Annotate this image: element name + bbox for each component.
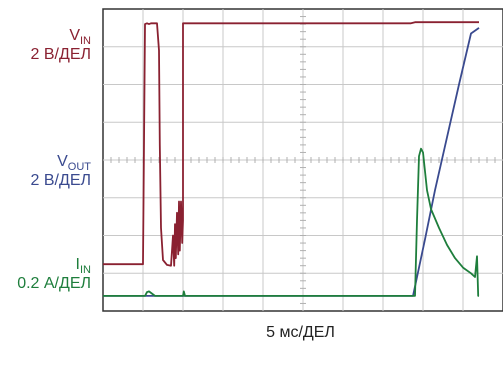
vout-label-sub: OUT bbox=[67, 161, 91, 173]
x-axis-label: 5 мс/ДЕЛ bbox=[266, 324, 335, 341]
iin-label: IIN 0.2 А/ДЕЛ bbox=[17, 255, 91, 293]
trace-iin bbox=[103, 147, 480, 297]
vin-label-main: V bbox=[69, 27, 80, 44]
vout-scale: 2 В/ДЕЛ bbox=[30, 172, 91, 189]
vout-label: VOUT 2 В/ДЕЛ bbox=[31, 152, 91, 190]
iin-label-sub: IN bbox=[80, 264, 91, 276]
trace-vin bbox=[103, 21, 479, 267]
iin-label-main: I bbox=[75, 256, 80, 273]
vin-label: VIN 2 В/ДЕЛ bbox=[31, 26, 91, 64]
iin-scale: 0.2 А/ДЕЛ bbox=[17, 275, 91, 292]
vin-scale: 2 В/ДЕЛ bbox=[30, 46, 91, 63]
vin-label-sub: IN bbox=[80, 35, 91, 47]
vout-label-main: V bbox=[57, 153, 68, 170]
